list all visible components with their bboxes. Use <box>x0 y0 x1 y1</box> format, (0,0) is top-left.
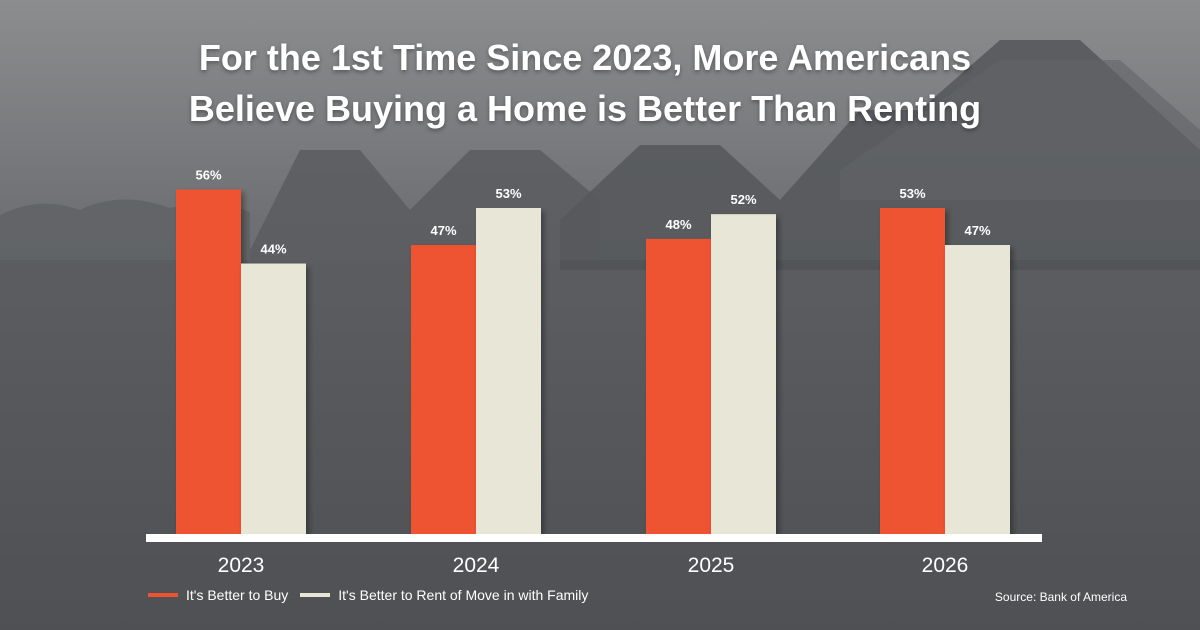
bar-buy-2023 <box>176 189 241 536</box>
x-tick-label-2024: 2024 <box>453 554 500 577</box>
source-note: Source: Bank of America <box>994 590 1127 604</box>
chart-title-line-2: Believe Buying a Home is Better Than Ren… <box>188 88 982 129</box>
x-tick-label-2023: 2023 <box>218 554 265 577</box>
x-tick-label-2025: 2025 <box>688 554 735 577</box>
legend-item-rent: It's Better to Rent of Move in with Fami… <box>300 587 588 603</box>
bar-rent-2023 <box>241 263 306 535</box>
x-axis-baseline <box>146 534 1042 542</box>
bar-rent-2026 <box>945 245 1010 535</box>
data-label-rent-2026: 47% <box>964 223 990 238</box>
data-label-rent-2025: 52% <box>730 192 756 207</box>
legend-item-buy: It's Better to Buy <box>148 587 288 603</box>
bar-buy-2026 <box>880 207 945 536</box>
data-label-buy-2025: 48% <box>665 217 691 232</box>
bar-rent-2025 <box>711 214 776 535</box>
data-label-buy-2024: 47% <box>430 223 456 238</box>
legend-label-rent: It's Better to Rent of Move in with Fami… <box>338 587 589 603</box>
legend: It's Better to Buy It's Better to Rent o… <box>148 587 600 603</box>
legend-swatch-buy <box>148 593 178 597</box>
data-label-buy-2026: 53% <box>899 186 925 201</box>
x-tick-label-2026: 2026 <box>922 554 969 577</box>
chart-title-line-1: For the 1st Time Since 2023, More Americ… <box>198 37 972 78</box>
data-label-buy-2023: 56% <box>195 167 221 182</box>
bar-buy-2024 <box>411 245 476 535</box>
legend-swatch-rent <box>300 593 331 597</box>
data-label-rent-2024: 53% <box>495 186 521 201</box>
bar-rent-2024 <box>476 207 541 536</box>
bar-buy-2025 <box>646 238 711 535</box>
legend-label-buy: It's Better to Buy <box>186 587 289 603</box>
chart-title: For the 1st Time Since 2023, More Americ… <box>0 32 1170 134</box>
data-label-rent-2023: 44% <box>260 242 286 257</box>
